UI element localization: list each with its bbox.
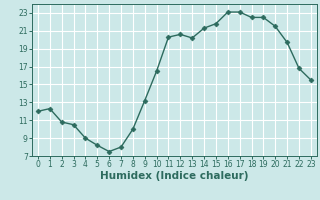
X-axis label: Humidex (Indice chaleur): Humidex (Indice chaleur) <box>100 171 249 181</box>
